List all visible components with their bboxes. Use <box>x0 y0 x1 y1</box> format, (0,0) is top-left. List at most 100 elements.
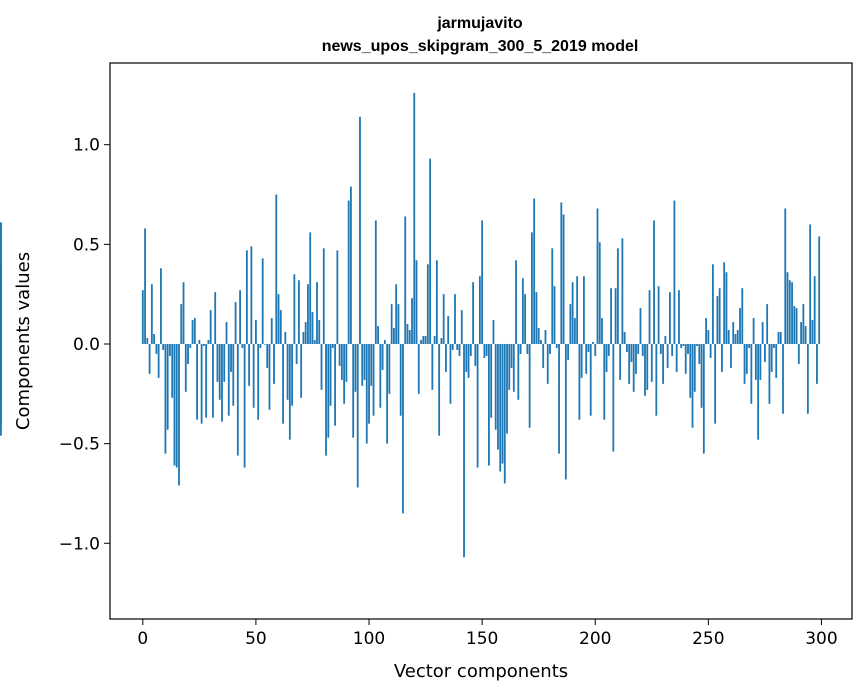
bar <box>481 220 484 344</box>
bar <box>648 290 651 344</box>
bar <box>786 272 789 344</box>
bar <box>180 304 183 344</box>
bar <box>381 343 384 370</box>
bar <box>535 292 538 344</box>
x-tick-label: 100 <box>353 629 385 649</box>
bar <box>284 332 287 344</box>
bar <box>334 343 336 426</box>
bar <box>293 274 296 344</box>
bar <box>501 343 504 464</box>
bar <box>528 343 531 428</box>
bar <box>659 343 662 354</box>
bar <box>698 343 701 364</box>
bar <box>159 268 162 344</box>
bar <box>440 338 443 344</box>
bar <box>456 343 459 350</box>
bar <box>327 343 330 438</box>
bar <box>155 343 158 354</box>
bar <box>189 343 192 348</box>
bar <box>589 343 592 416</box>
bar <box>182 282 185 344</box>
bar <box>705 318 707 344</box>
bar <box>668 292 671 344</box>
bar <box>458 343 461 356</box>
bar <box>175 343 178 468</box>
bar <box>313 340 316 344</box>
bar <box>646 343 649 390</box>
bar <box>343 343 346 404</box>
bar <box>144 228 146 344</box>
bar <box>718 288 721 344</box>
bar <box>166 343 169 430</box>
bar <box>259 343 262 348</box>
bar <box>218 343 221 400</box>
bar <box>614 288 617 344</box>
bar <box>764 343 766 362</box>
bar <box>813 276 816 344</box>
bar <box>716 296 719 344</box>
bar <box>675 343 678 372</box>
bar <box>689 343 692 398</box>
bar <box>492 320 495 344</box>
bar <box>797 343 800 364</box>
bar <box>641 343 644 356</box>
bar <box>329 343 332 406</box>
bar <box>626 343 628 352</box>
bar <box>162 343 165 350</box>
bar <box>754 343 757 380</box>
bar <box>347 200 350 344</box>
bar <box>571 282 574 344</box>
bar <box>205 343 208 418</box>
bar <box>506 343 508 434</box>
bar <box>239 290 241 344</box>
bar <box>0 222 2 344</box>
bar <box>750 343 753 404</box>
bar <box>184 343 187 392</box>
bar <box>585 343 588 374</box>
bar <box>621 238 624 344</box>
bar <box>592 342 594 344</box>
bar <box>519 343 522 354</box>
bar <box>241 343 244 348</box>
bar <box>734 334 737 344</box>
bar <box>438 343 441 436</box>
bar <box>628 343 631 384</box>
bar <box>415 260 418 344</box>
bar <box>768 343 771 404</box>
bar <box>700 343 703 408</box>
bar <box>230 343 232 372</box>
bar <box>795 308 798 344</box>
bar <box>393 328 395 344</box>
bar <box>352 343 355 438</box>
bar <box>560 202 563 344</box>
bar <box>594 343 597 356</box>
bar <box>214 292 217 344</box>
bar <box>483 343 486 358</box>
bar <box>503 343 506 484</box>
x-tick-label: 200 <box>579 629 611 649</box>
bar <box>745 343 748 374</box>
bar <box>741 288 744 344</box>
bar <box>397 304 400 344</box>
bar <box>277 294 280 344</box>
bar <box>682 343 685 346</box>
x-tick-label: 250 <box>692 629 724 649</box>
bar <box>494 343 497 430</box>
bar <box>555 343 558 348</box>
bar <box>678 290 680 344</box>
bar <box>236 343 239 456</box>
bar <box>632 343 635 392</box>
bar <box>709 343 712 358</box>
bar <box>402 343 404 514</box>
bar <box>445 343 447 372</box>
bar <box>587 343 590 352</box>
bar <box>711 264 714 344</box>
bar <box>537 328 540 344</box>
bar <box>395 284 398 344</box>
bar <box>546 343 549 384</box>
bar <box>664 336 667 344</box>
bar <box>316 282 318 344</box>
bar <box>386 343 389 444</box>
bar <box>691 343 694 428</box>
bar <box>221 343 223 422</box>
